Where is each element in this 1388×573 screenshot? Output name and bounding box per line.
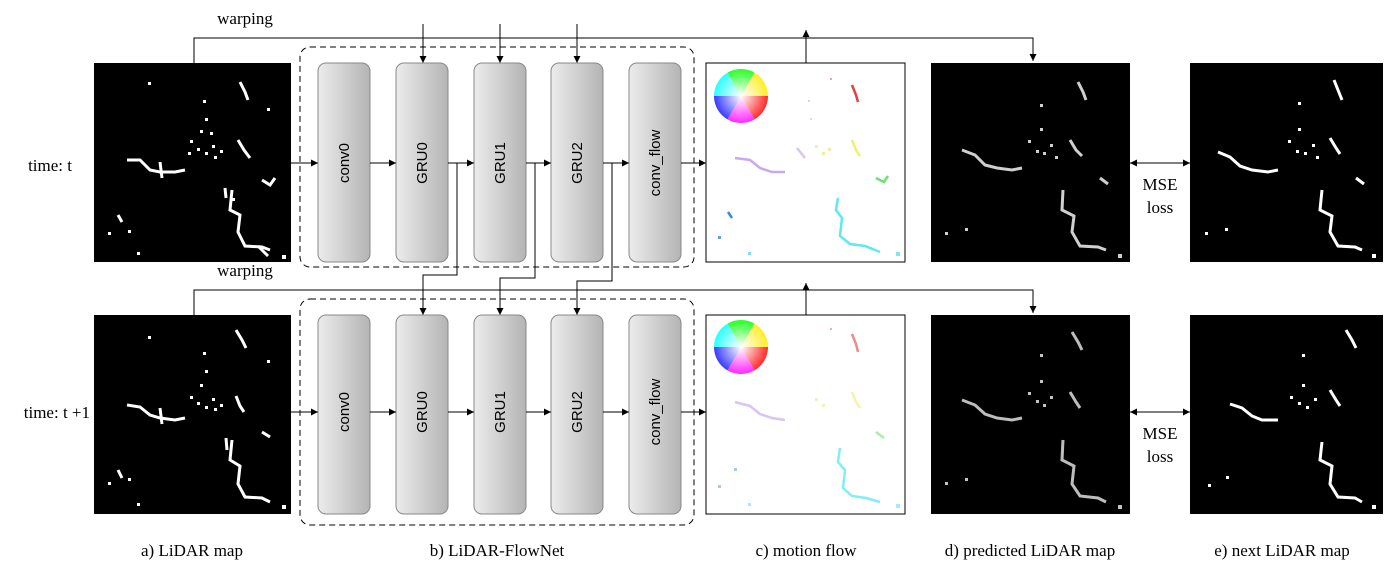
layer-label: GRU0 (414, 142, 431, 184)
layer-gru0: GRU0 (395, 62, 449, 263)
layer-label: GRU0 (414, 391, 431, 433)
color-wheel-icon (714, 319, 768, 375)
caption-predicted-map: d) predicted LiDAR map (945, 541, 1115, 560)
layer-label: GRU1 (492, 391, 509, 433)
mse-loss-line1: MSE (1143, 175, 1178, 194)
layer-label: conv0 (336, 392, 353, 432)
lidar-map (94, 63, 291, 262)
flownet-box (299, 46, 695, 268)
caption-flownet: b) LiDAR-FlowNet (430, 541, 565, 560)
layer-conv0: conv0 (317, 314, 371, 515)
mse-loss-line2: loss (1147, 198, 1173, 217)
motion-flow-image (705, 62, 906, 263)
motion-flow-image (705, 314, 906, 515)
caption-lidar-map: a) LiDAR map (141, 541, 243, 560)
layer-gru1: GRU1 (473, 314, 527, 515)
mse-loss-line1: MSE (1143, 424, 1178, 443)
time-label: time: t (28, 156, 72, 175)
layer-label: GRU2 (569, 142, 586, 184)
next-lidar-map (1190, 315, 1383, 514)
caption-motion-flow: c) motion flow (755, 541, 857, 560)
layer-conv-flow: conv_flow (628, 62, 682, 263)
warping-arrow (193, 289, 1037, 315)
layer-gru1: GRU1 (473, 62, 527, 263)
layer-label: conv_flow (647, 129, 664, 196)
warping-label: warping (217, 9, 273, 28)
layer-gru2: GRU2 (550, 62, 604, 263)
layer-label: GRU1 (492, 142, 509, 184)
layer-gru2: GRU2 (550, 314, 604, 515)
row-time-t: time: t warping (28, 9, 1383, 268)
color-wheel-icon (714, 68, 768, 124)
predicted-lidar-map (931, 315, 1130, 514)
layer-label: conv_flow (647, 378, 664, 445)
predicted-lidar-map (931, 63, 1130, 262)
captions: a) LiDAR map b) LiDAR-FlowNet c) motion … (141, 541, 1350, 560)
layer-label: GRU2 (569, 391, 586, 433)
layer-conv0: conv0 (317, 62, 371, 263)
row-time-t-plus-1: time: t +1 warping (24, 261, 1383, 526)
layer-gru0: GRU0 (395, 314, 449, 515)
mse-loss-line2: loss (1147, 447, 1173, 466)
layer-conv-flow: conv_flow (628, 314, 682, 515)
layer-label: conv0 (336, 143, 353, 183)
warping-arrow (193, 37, 1037, 63)
time-label: time: t +1 (24, 403, 90, 422)
caption-next-map: e) next LiDAR map (1214, 541, 1350, 560)
lidar-map (94, 315, 291, 514)
warping-label: warping (217, 261, 273, 280)
hidden-state-arrows (419, 163, 613, 315)
next-lidar-map (1190, 63, 1383, 262)
